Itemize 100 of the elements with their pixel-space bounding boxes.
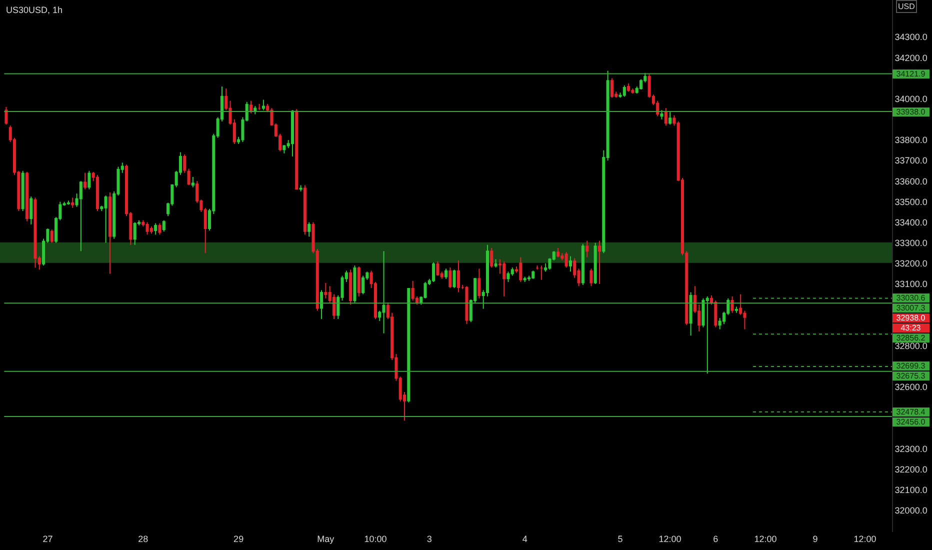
candlestick — [436, 260, 440, 276]
candlestick — [668, 112, 672, 126]
candlestick — [349, 269, 352, 306]
candlestick — [96, 174, 100, 212]
y-tick-label: 33300.0 — [894, 238, 928, 248]
candlestick — [50, 228, 54, 244]
candlestick — [308, 222, 311, 238]
candlestick — [544, 262, 548, 272]
candlestick — [532, 270, 535, 280]
candlestick — [478, 268, 481, 299]
candlestick — [66, 200, 70, 206]
ref-line-label: 33030.6 — [896, 294, 926, 302]
candlestick — [494, 258, 498, 268]
candlestick — [706, 296, 709, 374]
text: 32938.0 — [896, 314, 926, 322]
candlestick — [295, 108, 298, 190]
candlestick — [104, 195, 108, 244]
ref-line-label: 33007.3 — [896, 304, 926, 312]
y-axis-title: USD — [898, 2, 916, 11]
x-tick-label: 12:00 — [754, 534, 777, 544]
candlestick — [590, 268, 593, 287]
y-tick-label: 32100.0 — [894, 484, 928, 495]
x-tick-label: 9 — [812, 534, 818, 544]
candlestick — [290, 110, 294, 157]
ref-line-label: 34121.9 — [896, 70, 926, 78]
ref-line-label: 32456.0 — [896, 418, 926, 426]
candlestick — [411, 280, 414, 301]
candlestick — [25, 171, 28, 222]
candlestick — [30, 196, 33, 225]
candlestick — [21, 170, 24, 212]
candlestick — [133, 222, 136, 246]
x-tick-label: 5 — [618, 534, 623, 544]
candlestick — [108, 192, 112, 274]
candlestick — [299, 184, 302, 192]
ref-line-label: 33938.0 — [896, 108, 926, 116]
x-tick-label: 10:00 — [364, 534, 387, 544]
candlestick — [610, 78, 614, 98]
y-tick-label: 32800.0 — [894, 340, 928, 351]
y-tick-label: 32300.0 — [894, 444, 928, 454]
y-tick-label: 33400.0 — [894, 217, 928, 228]
y-tick-label: 34300.0 — [894, 32, 928, 42]
candlestick — [249, 100, 253, 114]
x-tick-label: 27 — [42, 534, 53, 544]
candlestick — [452, 269, 456, 289]
y-tick-label: 32600.0 — [894, 382, 928, 392]
candlestick — [382, 250, 386, 334]
candlestick — [88, 170, 91, 190]
y-tick-label: 34000.0 — [894, 94, 928, 104]
candlestick — [4, 106, 8, 126]
x-tick-label: 3 — [426, 534, 432, 544]
candlestick — [158, 222, 162, 236]
candlestick — [519, 256, 522, 282]
candlestick — [444, 268, 448, 280]
y-tick-label: 33800.0 — [894, 135, 928, 146]
ref-line-label: 32699.3 — [896, 362, 926, 370]
candlestick — [581, 243, 584, 286]
y-tick-label: 33700.0 — [894, 156, 928, 166]
candlestick — [490, 247, 494, 268]
candlestick — [254, 105, 257, 115]
candlestick — [262, 99, 265, 111]
x-tick-label: 29 — [234, 534, 244, 544]
candlestick — [586, 240, 589, 258]
y-tick-label: 32000.0 — [894, 506, 928, 516]
y-tick-label: 33200.0 — [894, 258, 928, 269]
candlestick — [362, 275, 365, 295]
x-tick-label: 6 — [713, 534, 718, 544]
candlestick — [689, 292, 692, 336]
candlestick — [353, 264, 356, 304]
x-tick-label: 12:00 — [658, 534, 682, 544]
candlestick — [183, 154, 186, 174]
candlestick — [71, 197, 74, 208]
y-tick-label: 34200.0 — [894, 52, 928, 63]
candlestick — [664, 108, 668, 126]
candlestick — [506, 271, 510, 282]
candlestick — [730, 296, 734, 314]
ref-line-label: 32675.3 — [896, 372, 926, 380]
candlestick — [564, 252, 568, 268]
candlestick — [465, 286, 468, 325]
ref-line-label: 32856.2 — [896, 334, 926, 342]
x-tick-label: 28 — [138, 534, 148, 544]
candlestick — [622, 84, 626, 98]
candlestick — [523, 276, 526, 282]
candlestick — [303, 184, 306, 236]
candlestick — [502, 260, 506, 297]
candlestick — [357, 266, 360, 297]
candlestick — [84, 172, 87, 190]
candlestick — [146, 222, 149, 236]
candlestick — [660, 110, 664, 120]
y-tick-label: 32200.0 — [894, 464, 928, 474]
candlestick — [540, 264, 543, 280]
candlestick — [320, 290, 324, 320]
candlestick — [536, 264, 539, 270]
candlestick — [594, 242, 597, 285]
candlestick — [324, 282, 328, 299]
candlestick — [34, 197, 37, 268]
text: US30USD, 1h — [6, 5, 63, 15]
candlestick — [150, 226, 153, 234]
candlestick — [627, 82, 630, 92]
candlestick — [734, 306, 738, 314]
candlestick — [187, 168, 190, 186]
